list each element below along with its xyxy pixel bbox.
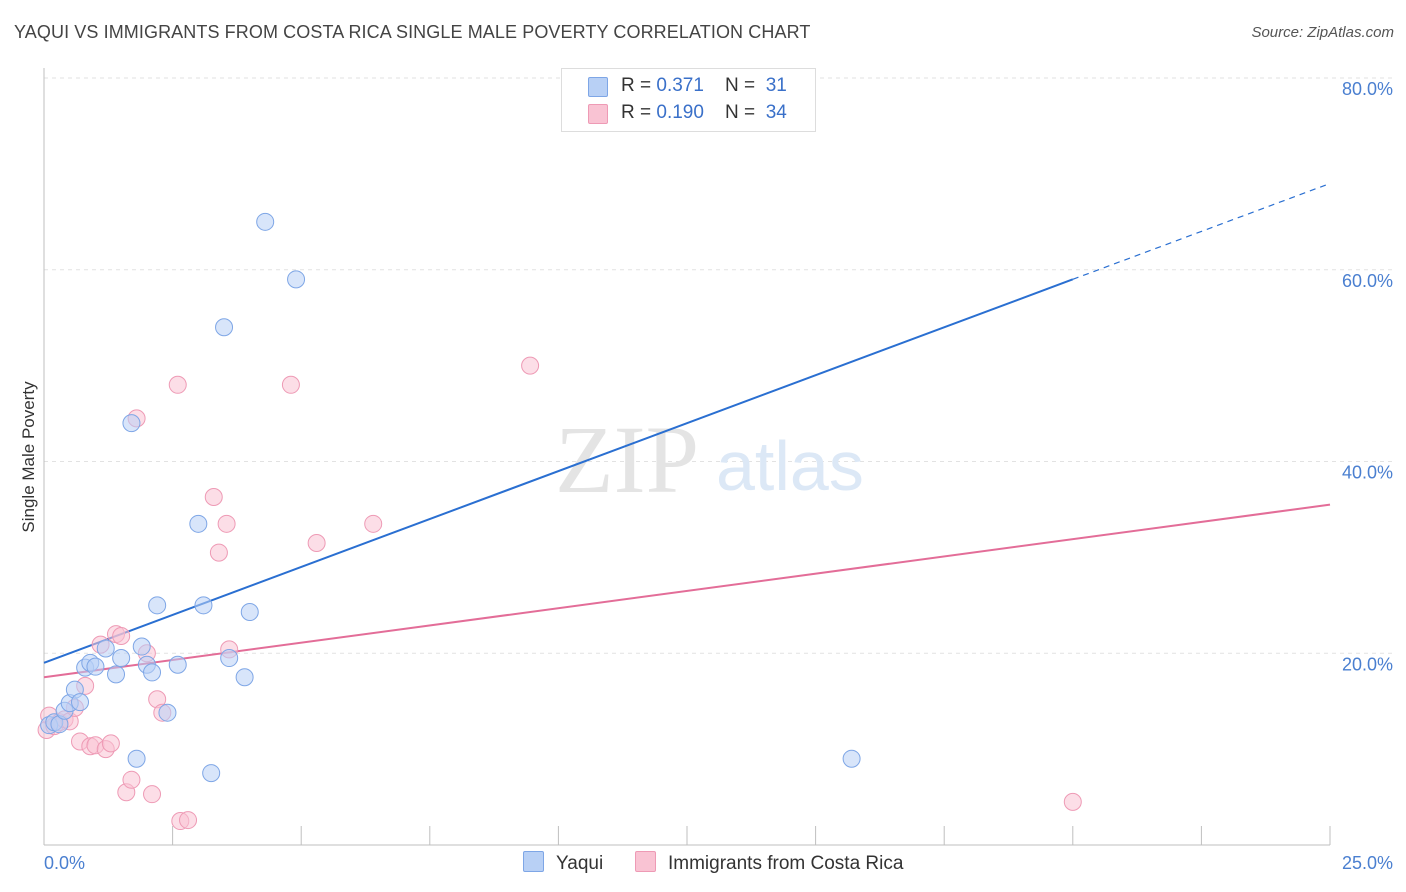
yaqui-points (40, 212, 861, 783)
yaqui-r-value: 0.371 (656, 75, 704, 96)
yaqui-trend-line (43, 278, 1074, 664)
y-axis-title: Single Male Poverty (19, 381, 38, 533)
grid-lines (44, 77, 1392, 654)
costa-rica-trend-line (43, 503, 1331, 679)
source-credit: Source: ZipAtlas.com (1251, 24, 1394, 41)
watermark-zip: ZIP (555, 406, 699, 513)
chart-title: YAQUI VS IMMIGRANTS FROM COSTA RICA SING… (14, 22, 811, 42)
costa-rica-swatch (588, 104, 608, 124)
yaqui-point (194, 596, 213, 615)
costa-rica-point (101, 734, 120, 753)
costa-rica-point (179, 811, 198, 830)
yaqui-swatch (588, 77, 608, 97)
yaqui-point (220, 649, 239, 668)
yaqui-point (86, 657, 105, 676)
yaqui-point (107, 665, 126, 684)
stats-legend: R = 0.371 N = 31 R = 0.190 N = 34 (561, 68, 816, 132)
yaqui-point (168, 655, 187, 674)
yaqui-point (143, 663, 162, 682)
yaqui-point (215, 318, 234, 337)
x-tick-label-min: 0.0% (44, 853, 85, 873)
yaqui-point (132, 637, 151, 656)
watermark-atlas: atlas (716, 427, 864, 505)
costa-rica-r-value: 0.190 (656, 102, 704, 123)
yaqui-point (287, 270, 306, 289)
costa-rica-n-label: N = (725, 102, 761, 123)
costa-rica-point (209, 543, 228, 562)
yaqui-n-value: 31 (765, 75, 787, 96)
yaqui-point (71, 693, 90, 712)
costa-rica-n-value: 34 (765, 102, 787, 123)
yaqui-point (842, 749, 861, 768)
bottom-yaqui-swatch (523, 851, 544, 872)
costa-rica-point (122, 770, 141, 789)
y-tick-label: 60.0% (1342, 271, 1393, 291)
yaqui-point (112, 649, 131, 668)
yaqui-n-label: N = (725, 75, 761, 96)
y-tick-label: 80.0% (1342, 79, 1393, 99)
bottom-legend-costa-rica: Immigrants from Costa Rica (635, 851, 903, 875)
costa-rica-point (1063, 792, 1082, 811)
costa-rica-point (112, 626, 131, 645)
yaqui-point (189, 514, 208, 533)
watermark: ZIP atlas (555, 406, 864, 513)
tick-labels: 20.0% 40.0% 60.0% 80.0% 0.0% 25.0% (44, 79, 1393, 873)
x-tick-label-max: 25.0% (1342, 853, 1393, 873)
y-tick-label: 20.0% (1342, 654, 1393, 674)
bottom-costa-rica-label: Immigrants from Costa Rica (668, 853, 904, 874)
yaqui-point (122, 414, 141, 433)
bottom-costa-rica-swatch (635, 851, 656, 872)
y-tick-label: 40.0% (1342, 463, 1393, 483)
costa-rica-point (204, 487, 223, 506)
bottom-yaqui-label: Yaqui (556, 853, 604, 874)
yaqui-point (202, 764, 221, 783)
costa-rica-point (307, 533, 326, 552)
yaqui-point (235, 668, 254, 687)
yaqui-trend-extension (1072, 182, 1331, 280)
yaqui-point (240, 603, 259, 622)
yaqui-point (256, 212, 275, 231)
trend-lines (43, 182, 1331, 679)
costa-rica-point (521, 356, 540, 375)
yaqui-point (96, 639, 115, 658)
costa-rica-point (143, 785, 162, 804)
yaqui-point (148, 596, 167, 615)
costa-rica-point (168, 375, 187, 394)
costa-rica-point (364, 514, 383, 533)
yaqui-r-label: R = (621, 75, 657, 96)
yaqui-point (127, 749, 146, 768)
costa-rica-r-label: R = (621, 102, 657, 123)
costa-rica-point (281, 375, 300, 394)
costa-rica-point (217, 514, 236, 533)
bottom-legend-yaqui: Yaqui (523, 851, 603, 875)
yaqui-point (158, 703, 177, 722)
